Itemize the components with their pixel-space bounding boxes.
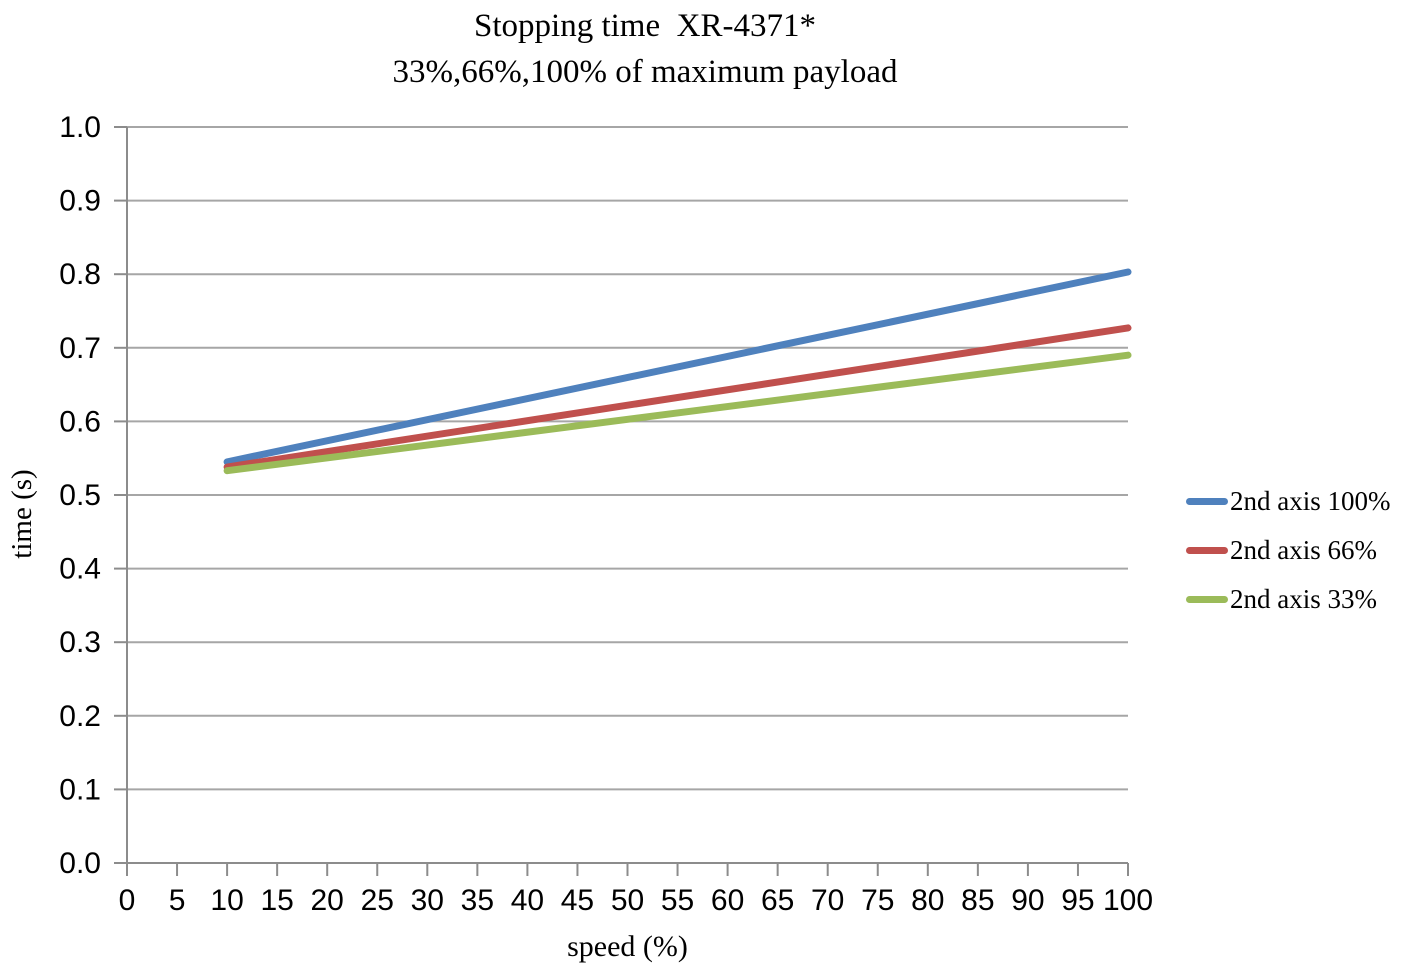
x-axis-title: speed (%) [567,930,688,963]
y-tick-label: 0.1 [59,773,101,806]
x-tick-label: 65 [761,884,794,917]
x-tick-label: 35 [461,884,494,917]
x-tick-label: 0 [119,884,136,917]
x-tick-label: 45 [561,884,594,917]
x-tick-label: 5 [169,884,186,917]
x-tick-label: 80 [911,884,944,917]
chart-subtitle: 33%,66%,100% of maximum payload [392,54,898,90]
x-tick-label: 15 [260,884,293,917]
x-tick-label: 40 [511,884,544,917]
series-line-2nd-axis-100 [223,268,1132,466]
series-line-2nd-axis-66 [223,324,1132,471]
x-tick-label: 10 [210,884,243,917]
y-tick-label: 1.0 [59,111,101,144]
x-tick-label: 55 [661,884,694,917]
legend-label: 2nd axis 100% [1230,485,1391,516]
x-tick-label: 30 [411,884,444,917]
y-tick-label: 0.0 [59,847,101,880]
legend-swatch [1186,497,1228,505]
legend-label: 2nd axis 33% [1230,583,1377,614]
x-tick-label: 50 [611,884,644,917]
x-tick-label: 75 [861,884,894,917]
y-tick-label: 0.3 [59,626,101,659]
y-tick-label: 0.6 [59,405,101,438]
y-axis-title: time (s) [6,469,38,559]
legend-item-2nd-axis-100: 2nd axis 100% [1186,486,1390,516]
y-tick-label: 0.5 [59,479,101,512]
series-line-2nd-axis-33 [223,351,1132,475]
x-tick-label: 100 [1103,884,1153,917]
y-tick-label: 0.7 [59,332,101,365]
x-tick-label: 95 [1061,884,1094,917]
x-tick-label: 25 [361,884,394,917]
y-tick-label: 0.2 [59,700,101,733]
legend: 2nd axis 100% 2nd axis 66% 2nd axis 33% [1186,486,1390,614]
x-tick-label: 60 [711,884,744,917]
legend-swatch [1186,595,1228,603]
legend-swatch [1186,546,1228,554]
y-tick-label: 0.4 [59,553,101,586]
y-tick-label: 0.8 [59,258,101,291]
x-tick-label: 85 [961,884,994,917]
x-tick-label: 20 [311,884,344,917]
x-tick-label: 70 [811,884,844,917]
legend-label: 2nd axis 66% [1230,534,1377,565]
legend-item-2nd-axis-33: 2nd axis 33% [1186,584,1390,614]
legend-item-2nd-axis-66: 2nd axis 66% [1186,535,1390,565]
x-tick-label: 90 [1011,884,1044,917]
chart-title: Stopping time XR-4371* [474,8,816,44]
y-tick-label: 0.9 [59,185,101,218]
